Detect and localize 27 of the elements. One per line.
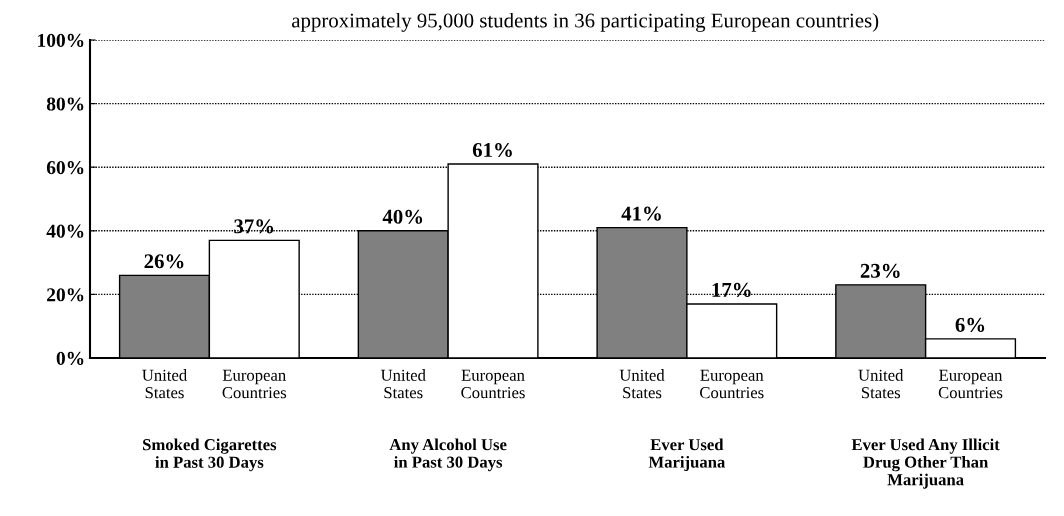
y-tick-label: 0% <box>56 351 84 365</box>
x-tick-label: Smoked Cigarettes in Past 30 Days <box>143 438 277 472</box>
x-tick-label: Ever Used Marijuana <box>648 438 726 472</box>
text: United States <box>858 369 904 399</box>
y-tick-label: 40% <box>46 224 84 238</box>
series-label: European Countries <box>222 369 287 399</box>
text: European Countries <box>461 369 525 399</box>
data-label: 41% <box>621 206 661 221</box>
text: United States <box>380 369 426 399</box>
x-tick-label: Ever Used Any Illicit Drug Other Than Marijuana <box>851 438 1000 489</box>
data-label: 6% <box>955 317 985 332</box>
text: European Countries <box>700 369 764 399</box>
data-label: 26% <box>144 254 184 269</box>
text: United States <box>619 369 665 399</box>
data-label: 17% <box>712 282 751 297</box>
x-tick-label: Any Alcohol Use in Past 30 Days <box>389 438 507 472</box>
data-label: 40% <box>382 209 423 224</box>
y-tick-label: 60% <box>46 161 84 175</box>
text: European Countries <box>938 369 1003 399</box>
y-tick-label: 20% <box>47 288 84 302</box>
data-label: 23% <box>860 263 900 278</box>
series-label: United States <box>142 369 187 399</box>
data-label: 37% <box>234 219 274 234</box>
y-tick-label: 80% <box>46 97 84 111</box>
data-label: 61% <box>472 142 512 158</box>
chart-subtitle: approximately 95,000 students in 36 participating European countries) <box>292 12 879 32</box>
y-tick-label: 100% <box>38 33 84 47</box>
